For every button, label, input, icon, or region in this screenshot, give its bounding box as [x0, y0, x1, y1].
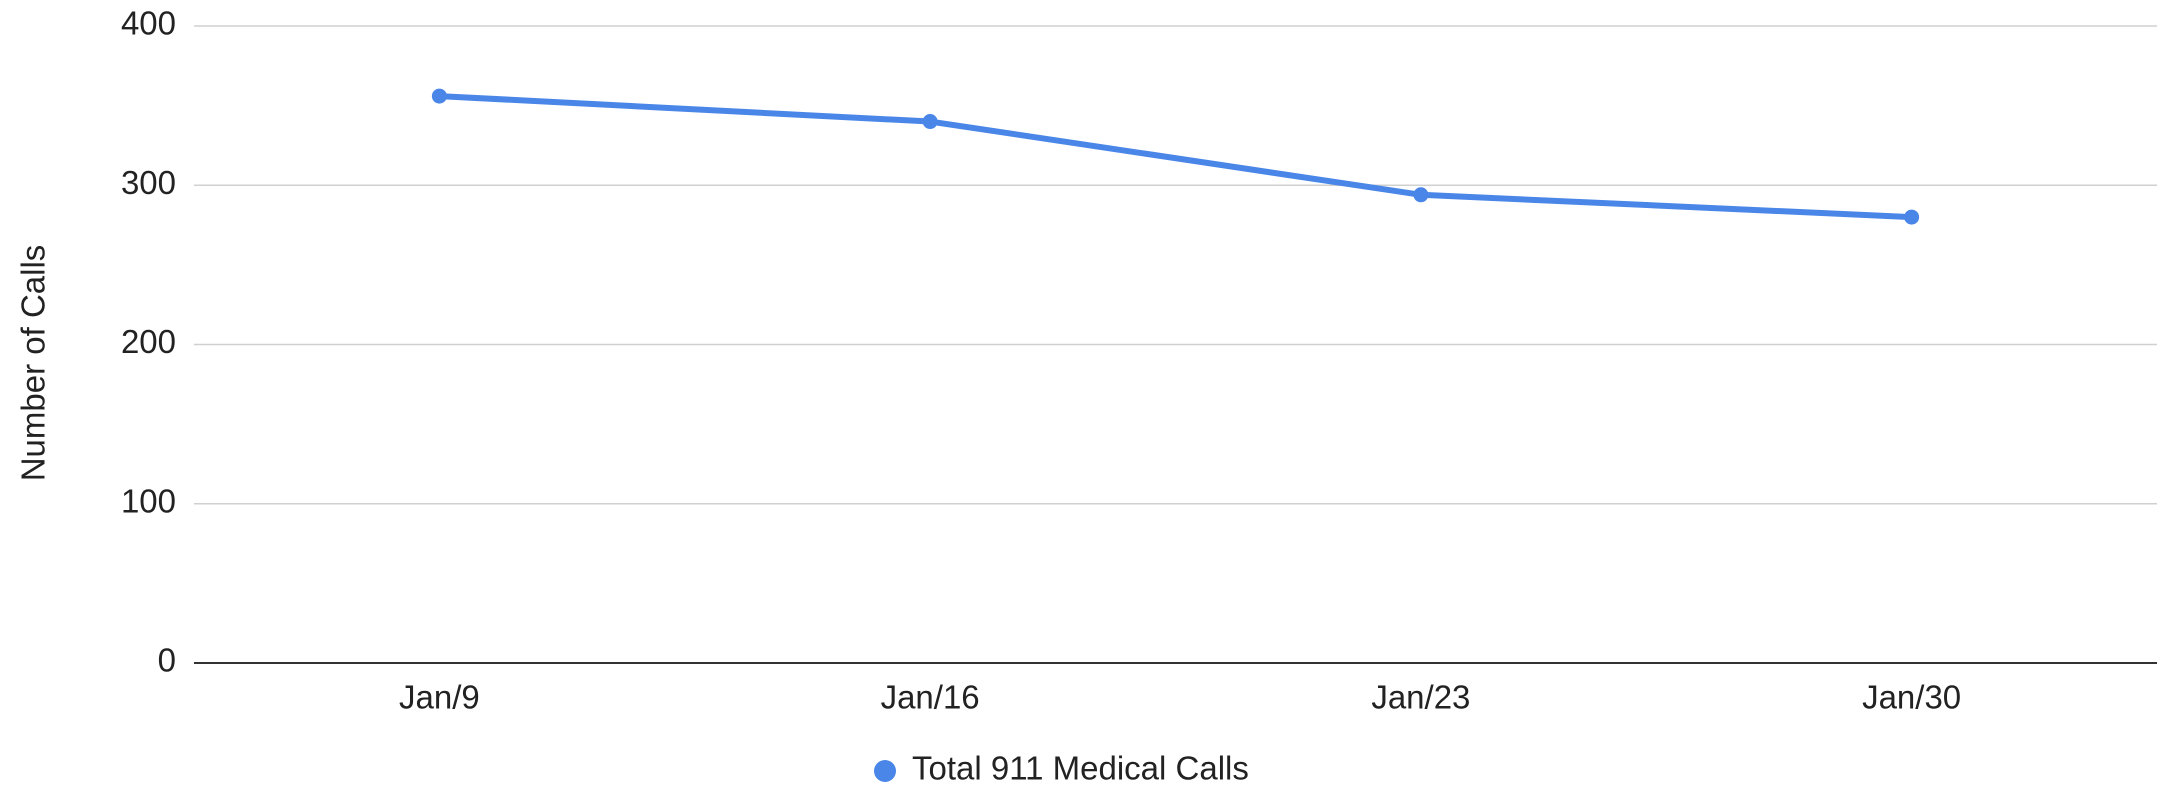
- y-axis-title: Number of Calls: [15, 245, 52, 482]
- point: [1413, 187, 1429, 203]
- y-tick-label: 100: [121, 482, 176, 519]
- y-tick-label: 300: [121, 164, 176, 201]
- point: [431, 88, 447, 104]
- y-tick-label: 400: [121, 5, 176, 42]
- legend-swatch: [874, 760, 896, 782]
- y-tick-label: 0: [158, 642, 176, 679]
- legend-label: Total 911 Medical Calls: [912, 750, 1249, 787]
- y-tick-label: 200: [121, 323, 176, 360]
- x-tick-label: Jan/23: [1371, 679, 1470, 716]
- x-tick-label: Jan/16: [881, 679, 980, 716]
- x-tick-label: Jan/9: [399, 679, 480, 716]
- point: [922, 114, 938, 130]
- x-tick-label: Jan/30: [1862, 679, 1961, 716]
- point: [1904, 209, 1920, 225]
- line: [439, 93, 1912, 221]
